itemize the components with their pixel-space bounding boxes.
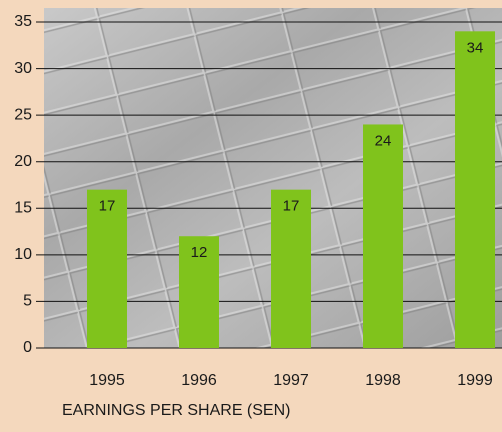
y-tick-label: 15	[14, 200, 32, 217]
x-tick-label: 1999	[457, 372, 493, 389]
bar	[363, 124, 403, 348]
x-tick-label: 1996	[181, 372, 217, 389]
y-tick-label: 10	[14, 246, 32, 263]
y-tick-label: 20	[14, 153, 32, 170]
value-label: 24	[375, 132, 392, 149]
value-label: 12	[191, 244, 208, 261]
value-label: 17	[283, 198, 300, 215]
y-tick-label: 0	[23, 339, 32, 356]
value-label: 34	[467, 39, 484, 56]
x-axis-label: EARNINGS PER SHARE (SEN)	[62, 402, 290, 419]
x-tick-label: 1998	[365, 372, 401, 389]
y-tick-label: 35	[14, 13, 32, 30]
bar	[455, 31, 495, 348]
y-tick-label: 25	[14, 106, 32, 123]
x-tick-label: 1995	[89, 372, 125, 389]
value-label: 17	[99, 198, 116, 215]
chart: EARNINGS PER SHARE (SEN) 0 5 10 15 20 25 30 35 1…	[0, 0, 502, 432]
y-tick-label: 5	[23, 293, 32, 310]
x-tick-label: 1997	[273, 372, 309, 389]
y-tick-label: 30	[14, 60, 32, 77]
